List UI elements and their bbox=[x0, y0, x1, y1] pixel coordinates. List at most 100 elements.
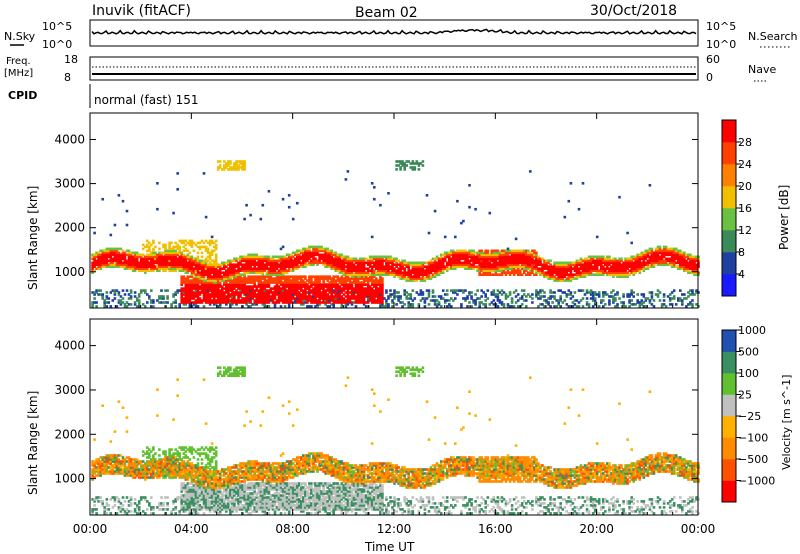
power-cell bbox=[338, 285, 342, 288]
power-cell bbox=[370, 265, 374, 268]
power-cell bbox=[600, 299, 603, 302]
power-cell bbox=[691, 259, 694, 263]
power-cell bbox=[144, 245, 147, 249]
power-cell bbox=[575, 267, 579, 270]
power-cell bbox=[253, 259, 256, 263]
velocity-cell bbox=[99, 456, 102, 459]
power-cell bbox=[129, 261, 133, 265]
power-cell bbox=[691, 289, 694, 292]
power-cell bbox=[269, 295, 273, 298]
power-cell bbox=[188, 295, 192, 298]
power-cell bbox=[249, 279, 252, 282]
power-cell bbox=[121, 289, 125, 292]
power-cell bbox=[109, 255, 113, 259]
power-cell bbox=[484, 263, 487, 266]
power-cell bbox=[492, 299, 496, 302]
power-cell bbox=[478, 251, 481, 255]
power-cell bbox=[304, 263, 307, 266]
power-cell bbox=[514, 295, 518, 298]
power-cell bbox=[630, 255, 633, 259]
power-cell bbox=[127, 265, 131, 268]
power-cell bbox=[101, 253, 104, 257]
power-cell bbox=[208, 303, 212, 306]
power-cell bbox=[549, 275, 552, 278]
power-cell bbox=[298, 297, 301, 300]
power-cell bbox=[200, 271, 204, 274]
power-cell bbox=[231, 269, 234, 272]
power-cell bbox=[476, 267, 479, 270]
power-cell bbox=[174, 245, 177, 249]
power-cell bbox=[377, 281, 380, 284]
power-cell bbox=[529, 259, 532, 263]
power-cell bbox=[393, 271, 396, 274]
power-cell bbox=[401, 160, 404, 163]
power-cell bbox=[604, 293, 607, 296]
power-cell bbox=[204, 287, 208, 290]
power-cell bbox=[508, 291, 512, 294]
power-cell bbox=[194, 295, 198, 298]
power-cell bbox=[656, 259, 660, 263]
power-cell bbox=[527, 255, 530, 259]
power-cell bbox=[218, 291, 222, 294]
power-cell bbox=[340, 265, 344, 268]
power-cell bbox=[478, 259, 481, 263]
power-cell bbox=[245, 265, 248, 268]
power-cell bbox=[196, 251, 200, 255]
power-cell bbox=[660, 261, 664, 265]
velocity-cell bbox=[93, 498, 96, 501]
power-cell bbox=[289, 289, 293, 292]
power-cell bbox=[370, 301, 374, 304]
power-cell bbox=[571, 273, 575, 276]
power-cell bbox=[190, 273, 194, 276]
power-cell bbox=[121, 253, 125, 257]
power-cell bbox=[200, 239, 204, 243]
power-cell bbox=[585, 261, 589, 265]
power-cell bbox=[216, 301, 220, 304]
nave-label: Nave bbox=[748, 63, 776, 76]
power-cell bbox=[210, 269, 214, 272]
power-cell bbox=[253, 269, 256, 272]
power-cell bbox=[251, 261, 254, 265]
power-cell bbox=[431, 269, 435, 272]
power-cell bbox=[448, 267, 451, 270]
power-cell bbox=[555, 299, 558, 302]
power-cell bbox=[121, 261, 125, 265]
power-cell bbox=[99, 249, 102, 253]
power-cell bbox=[289, 253, 293, 257]
power-cell bbox=[411, 275, 415, 278]
power-cell bbox=[265, 295, 269, 298]
power-cell bbox=[650, 261, 654, 265]
power-cell bbox=[431, 273, 435, 276]
power-cell bbox=[101, 259, 104, 263]
power-cell bbox=[348, 285, 352, 288]
power-cell bbox=[445, 265, 449, 268]
power-cell bbox=[210, 253, 214, 257]
power-cell bbox=[340, 299, 344, 302]
power-cell bbox=[194, 257, 198, 261]
power-cell bbox=[539, 289, 542, 292]
power-cell bbox=[162, 297, 165, 300]
power-cell bbox=[664, 259, 668, 263]
power-cell bbox=[468, 301, 471, 304]
power-cell bbox=[263, 275, 267, 278]
power-cell bbox=[512, 259, 516, 263]
power-cell bbox=[370, 255, 374, 259]
power-cell bbox=[141, 265, 145, 268]
power-cell bbox=[206, 295, 210, 298]
power-cell bbox=[146, 239, 149, 243]
power-cell bbox=[214, 291, 218, 294]
power-cell bbox=[137, 299, 141, 302]
power-cell bbox=[277, 273, 281, 276]
power-cell bbox=[188, 289, 192, 292]
power-cell bbox=[628, 305, 631, 308]
power-cell bbox=[616, 267, 619, 270]
power-cell bbox=[182, 275, 186, 278]
power-cell bbox=[492, 257, 496, 261]
power-cell bbox=[456, 261, 459, 265]
power-cell bbox=[492, 261, 496, 265]
power-cell bbox=[535, 289, 538, 292]
power-cell bbox=[216, 166, 220, 169]
power-cell bbox=[387, 295, 390, 298]
power-cell bbox=[91, 305, 94, 308]
power-cell bbox=[423, 305, 427, 308]
